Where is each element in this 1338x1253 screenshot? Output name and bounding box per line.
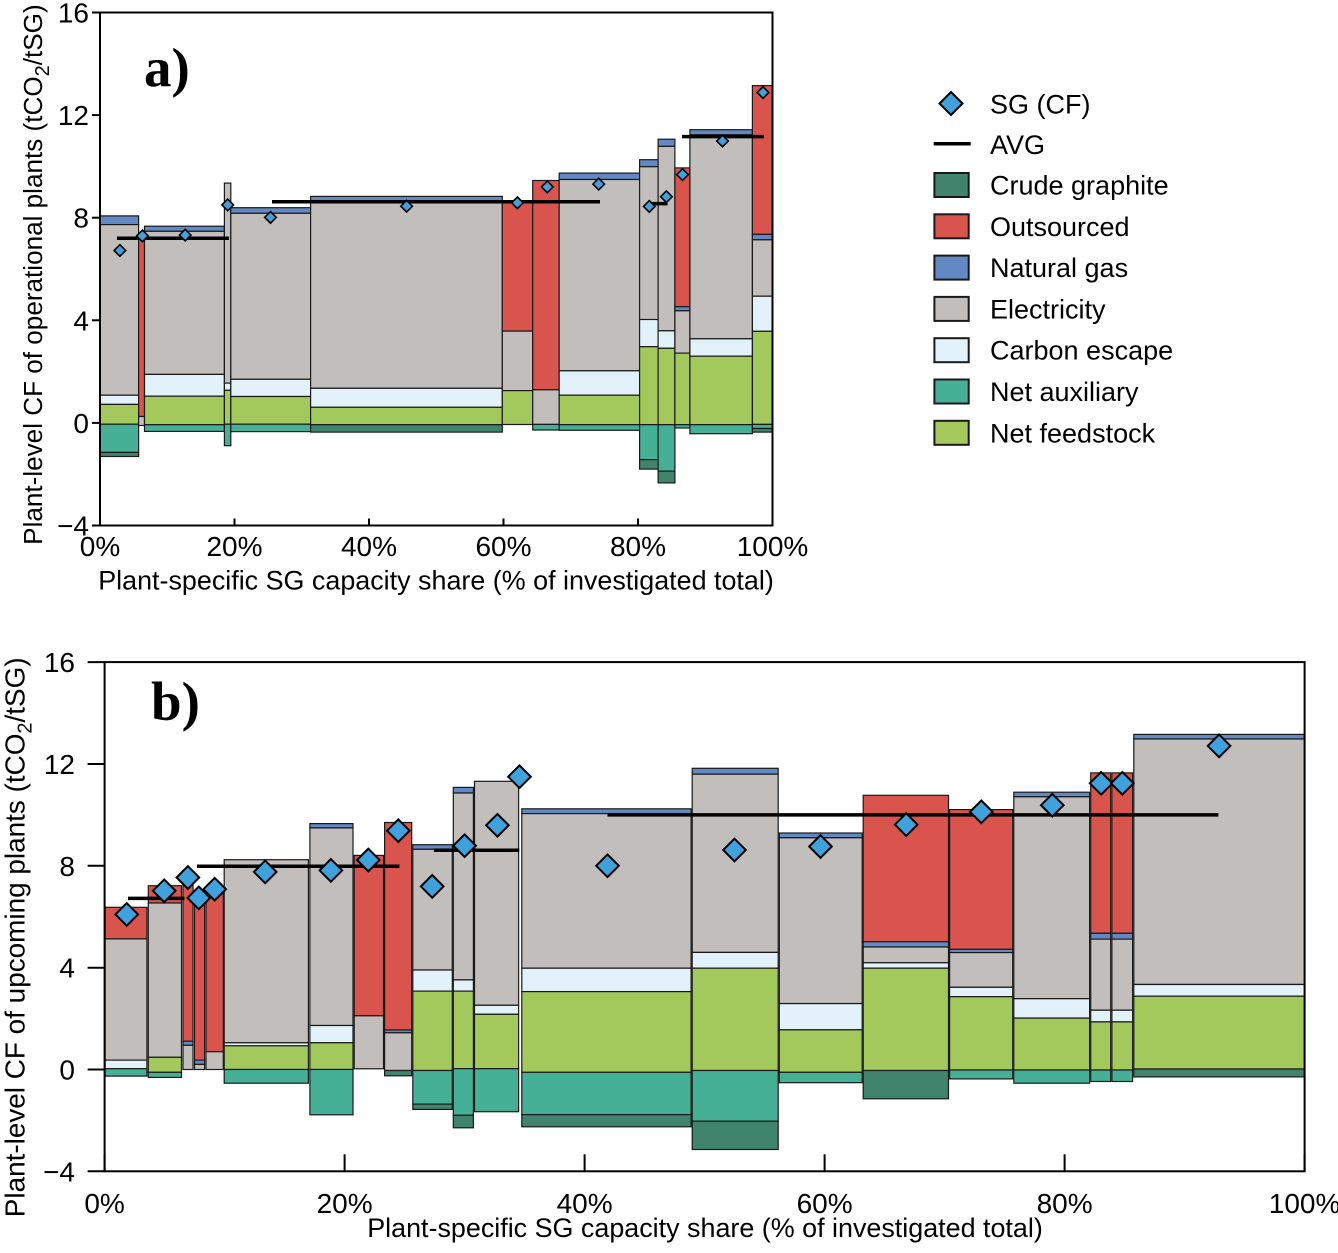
svg-text:Net auxiliary: Net auxiliary: [990, 377, 1139, 407]
svg-text:40%: 40%: [341, 531, 397, 562]
svg-text:16: 16: [44, 647, 75, 678]
svg-text:80%: 80%: [610, 531, 666, 562]
svg-text:4: 4: [73, 305, 89, 336]
svg-text:100%: 100%: [737, 531, 809, 562]
svg-text:8: 8: [73, 203, 89, 234]
svg-text:100%: 100%: [1269, 1188, 1338, 1219]
svg-text:b): b): [151, 671, 200, 732]
svg-text:Net feedstock: Net feedstock: [990, 418, 1156, 448]
svg-text:4: 4: [59, 953, 75, 984]
svg-text:−4: −4: [43, 1156, 75, 1187]
svg-text:AVG: AVG: [990, 130, 1045, 160]
svg-text:Plant-level CF of upcoming pla: Plant-level CF of upcoming plants (tCO2/…: [0, 657, 36, 1217]
svg-text:Electricity: Electricity: [990, 294, 1106, 324]
svg-text:0: 0: [59, 1055, 75, 1086]
svg-text:40%: 40%: [557, 1188, 613, 1219]
svg-text:Carbon escape: Carbon escape: [990, 336, 1173, 366]
svg-text:80%: 80%: [1037, 1188, 1093, 1219]
svg-text:60%: 60%: [475, 531, 531, 562]
svg-text:20%: 20%: [317, 1188, 373, 1219]
svg-text:12: 12: [58, 100, 89, 131]
svg-text:0%: 0%: [84, 1188, 124, 1219]
svg-text:Plant-specific SG capacity sha: Plant-specific SG capacity share (% of i…: [367, 1213, 1043, 1243]
svg-text:20%: 20%: [206, 531, 262, 562]
svg-text:Natural gas: Natural gas: [990, 253, 1128, 283]
svg-text:Crude graphite: Crude graphite: [990, 171, 1169, 201]
svg-text:16: 16: [58, 0, 89, 29]
svg-text:8: 8: [59, 851, 75, 882]
svg-text:0%: 0%: [80, 531, 120, 562]
svg-text:Plant-specific SG capacity sha: Plant-specific SG capacity share (% of i…: [98, 566, 774, 596]
svg-text:SG (CF): SG (CF): [990, 90, 1091, 120]
svg-text:a): a): [144, 37, 190, 98]
svg-text:12: 12: [44, 749, 75, 780]
svg-text:60%: 60%: [797, 1188, 853, 1219]
svg-text:0: 0: [73, 408, 89, 439]
svg-text:−4: −4: [57, 511, 89, 542]
svg-text:Outsourced: Outsourced: [990, 212, 1130, 242]
